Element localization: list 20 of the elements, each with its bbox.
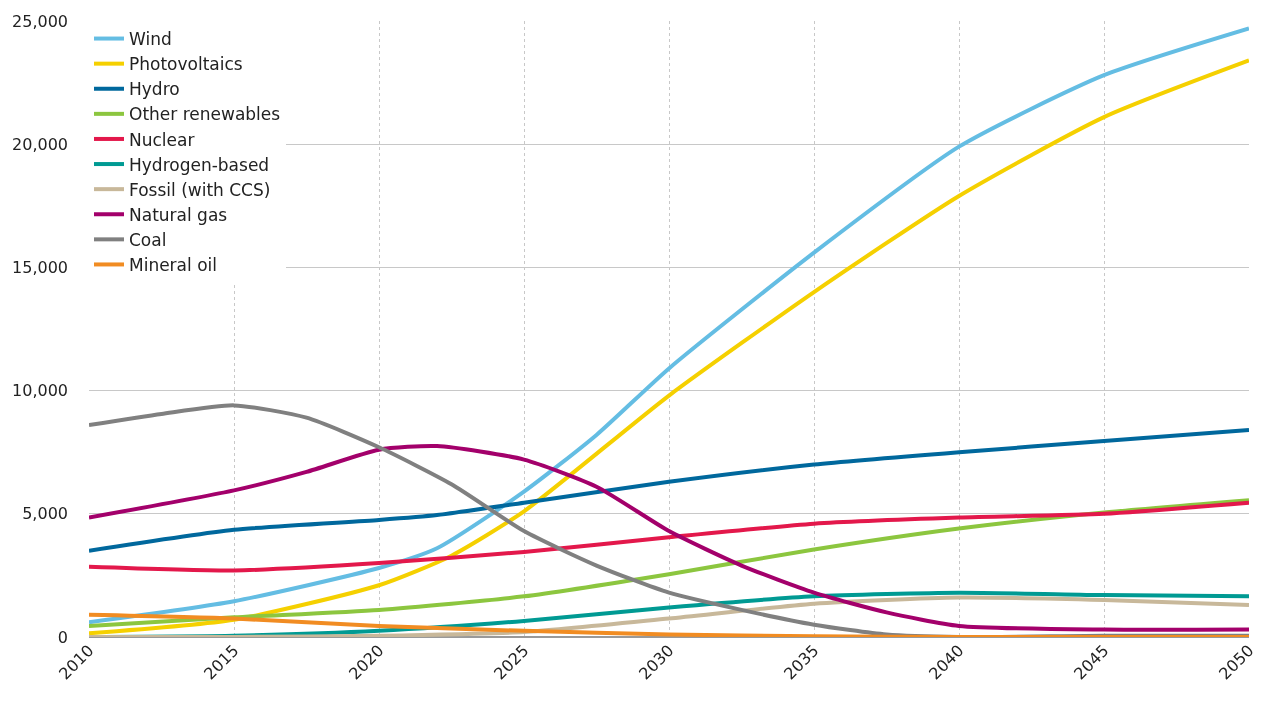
legend-label: Hydro <box>129 79 180 100</box>
legend-label: Nuclear <box>129 129 195 150</box>
legend-label: Wind <box>129 29 172 50</box>
y-tick-label: 20,000 <box>12 134 68 154</box>
line-series <box>89 444 1249 632</box>
y-tick-label: 10,000 <box>12 381 68 401</box>
legend-label: Fossil (with CCS) <box>129 179 271 200</box>
legend-label: Hydrogen-based <box>129 154 270 175</box>
y-tick-label: 0 <box>57 627 68 647</box>
line-series <box>89 428 1249 553</box>
legend-label: Photovoltaics <box>129 54 243 75</box>
line-series <box>89 500 1249 573</box>
legend-label: Coal <box>129 229 167 250</box>
legend-label: Other renewables <box>129 104 281 125</box>
y-tick-label: 25,000 <box>12 11 68 31</box>
legend-label: Mineral oil <box>129 255 218 276</box>
legend-label: Natural gas <box>129 204 228 225</box>
line-series <box>89 612 1249 637</box>
y-tick-label: 15,000 <box>12 258 68 277</box>
y-tick-label: 5,000 <box>22 504 68 524</box>
